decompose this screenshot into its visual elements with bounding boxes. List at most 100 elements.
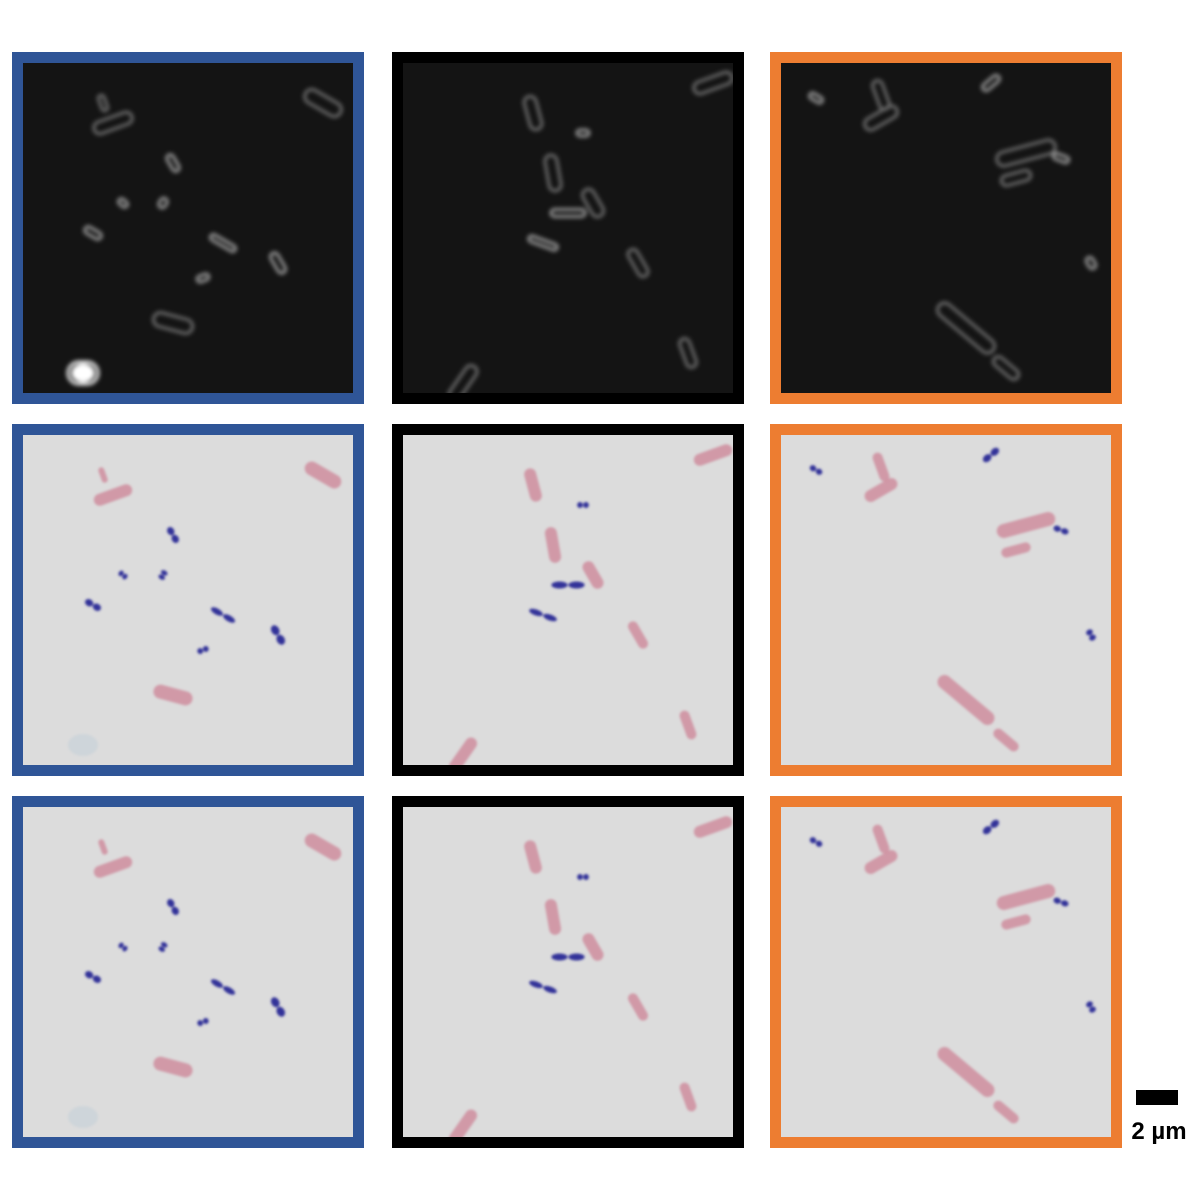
stained-cell-6 [529, 608, 557, 622]
stained-cell-6 [529, 980, 557, 994]
fluorescent-cell-6 [527, 234, 559, 252]
fluorescent-cell-2 [96, 93, 110, 113]
stained-cell-5 [551, 581, 585, 589]
fluorescent-cell-1 [692, 70, 733, 96]
fluorescent-cell-4 [581, 187, 605, 219]
stained-cell-8 [937, 675, 995, 725]
stained-cell-3 [167, 526, 179, 544]
brightfield-panel-orange-row2 [770, 424, 1122, 776]
stained-cell-9 [993, 1100, 1019, 1124]
fluorescent-cell-7 [208, 233, 238, 253]
stained-cell-3 [167, 898, 179, 916]
fluorescent-cell-8 [678, 337, 698, 369]
brightfield-panel-blue-row3 [12, 796, 364, 1148]
fluorescent-cell-3 [165, 153, 181, 173]
scale-bar [1136, 1090, 1178, 1105]
stained-cell-8 [679, 1082, 697, 1112]
brightfield-panel-orange-row3 [770, 796, 1122, 1148]
stained-cell-0 [524, 468, 542, 502]
fluorescent-cell-10 [151, 311, 195, 335]
stained-cell-3 [982, 819, 1000, 835]
stained-cell-1 [872, 452, 890, 482]
fluorescent-cell-5 [549, 208, 587, 218]
fluorescent-cell-5 [999, 168, 1033, 188]
stained-cell-1 [304, 833, 342, 861]
stained-cell-0 [864, 478, 898, 502]
stained-cell-10 [153, 1056, 193, 1078]
stained-cell-8 [270, 625, 286, 645]
stained-cell-9 [448, 737, 478, 765]
stained-cell-6 [1053, 897, 1069, 907]
stained-cell-4 [582, 933, 604, 961]
brightfield-panel-black-row3 [392, 796, 744, 1148]
brightfield-panel-black-row2 [392, 424, 744, 776]
stained-cell-7 [210, 607, 236, 623]
stained-cell-8 [679, 710, 697, 740]
scale-bar-label: 2 µm [1131, 1118, 1187, 1145]
fluorescent-cell-4 [116, 197, 130, 209]
stained-cell-2 [809, 837, 823, 847]
stained-cell-4 [118, 570, 128, 580]
stained-cell-3 [577, 874, 589, 880]
stained-cell-4 [996, 512, 1056, 538]
stained-cell-0 [93, 856, 133, 878]
stained-cell-1 [872, 824, 890, 854]
stained-cell-9 [448, 1109, 478, 1137]
fluorescent-cell-0 [92, 110, 134, 136]
stained-cell-0 [524, 840, 542, 874]
stained-cell-4 [118, 942, 128, 952]
stained-cell-5 [1001, 542, 1031, 558]
stained-cell-5 [158, 570, 168, 580]
fluorescent-cell-1 [871, 79, 891, 111]
stained-cell-7 [628, 993, 648, 1021]
fluorescent-cell-9 [447, 364, 479, 393]
stained-cell-9 [197, 645, 209, 655]
fluorescent-cell-1 [303, 88, 343, 118]
stained-cell-2 [98, 839, 108, 855]
fluorescent-cell-8 [269, 251, 287, 275]
fluorescent-cell-3 [575, 128, 591, 138]
stained-cell-8 [937, 1047, 995, 1097]
stained-cell-4 [582, 561, 604, 589]
stained-cell-7 [210, 979, 236, 995]
stained-cell-7 [628, 621, 648, 649]
fluorescent-cell-6 [83, 225, 103, 241]
stained-cell-9 [197, 1017, 209, 1027]
stained-cell-1 [693, 444, 733, 466]
stained-cell-8 [270, 997, 286, 1017]
fluorescent-cell-0 [863, 104, 899, 132]
stained-cell-2 [98, 467, 108, 483]
stained-cell-7 [1086, 1001, 1096, 1013]
stained-cell-2 [544, 527, 562, 563]
fluorescent-cell-2 [808, 91, 824, 105]
stained-cell-11 [68, 1106, 98, 1128]
brightfield-panel-blue-row2 [12, 424, 364, 776]
stained-cell-5 [158, 942, 168, 952]
fluorescent-cell-9 [991, 355, 1021, 381]
fluorescence-panel-orange [770, 52, 1122, 404]
fluorescent-cell-9 [195, 272, 211, 284]
stained-cell-6 [1053, 525, 1069, 535]
stained-cell-11 [68, 734, 98, 756]
stained-cell-7 [1086, 629, 1096, 641]
stained-cell-5 [551, 953, 585, 961]
fluorescent-cell-4 [995, 138, 1057, 168]
stained-cell-2 [544, 899, 562, 935]
fluorescent-cell-7 [626, 247, 650, 279]
stained-cell-0 [93, 484, 133, 506]
stained-cell-2 [809, 465, 823, 475]
stained-cell-5 [1001, 914, 1031, 930]
stained-cell-3 [982, 447, 1000, 463]
fluorescent-cell-8 [936, 301, 996, 355]
fluorescence-panel-black [392, 52, 744, 404]
stained-cell-9 [993, 728, 1019, 752]
fluorescent-cell-6 [1051, 151, 1071, 165]
stained-cell-10 [153, 684, 193, 706]
stained-cell-1 [693, 816, 733, 838]
fluorescent-cell-3 [981, 73, 1001, 93]
fluorescent-cell-7 [1084, 255, 1098, 271]
stained-cell-6 [84, 599, 102, 611]
stained-cell-1 [304, 461, 342, 489]
stained-cell-4 [996, 884, 1056, 910]
stained-cell-6 [84, 971, 102, 983]
